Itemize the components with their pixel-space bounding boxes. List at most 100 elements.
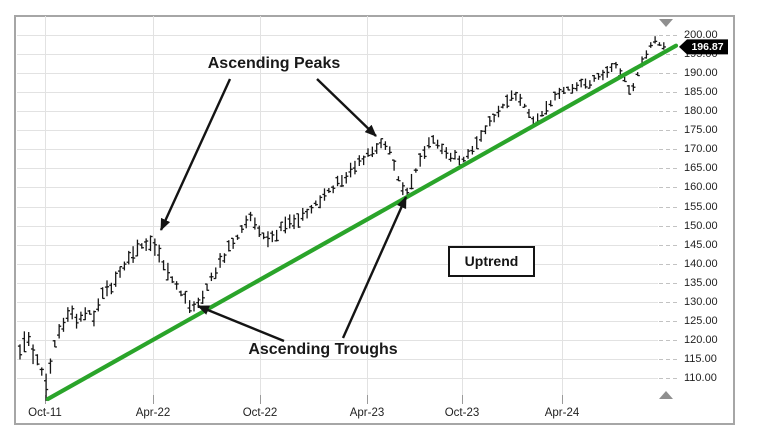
y-axis-tick-label: 130.00 [684,295,718,308]
ohlc-bar [509,90,514,101]
ohlc-bar [157,244,162,263]
ohlc-bar [400,182,405,196]
ohlc-bar [226,240,231,252]
y-axis-tick-label: 170.00 [684,143,718,156]
annotation-arrow [341,196,408,339]
ohlc-bar [165,262,170,281]
ohlc-bar [600,69,605,81]
ohlc-bar [583,78,588,89]
ohlc-bar [22,331,27,353]
ohlc-bar [270,230,275,243]
ohlc-bar [339,175,344,187]
ohlc-bar [187,300,192,314]
ohlc-bar [470,145,475,155]
ohlc-bar [87,310,92,315]
y-axis-tick-label: 135.00 [684,276,718,289]
ohlc-bar [235,234,240,240]
ohlc-bar [452,150,458,160]
ohlc-bar [361,155,366,166]
ohlc-bar [505,94,510,109]
ohlc-bar [357,155,362,166]
ohlc-bar [444,147,449,159]
ohlc-bar [448,152,453,162]
ohlc-bar [457,155,462,166]
chart-frame [14,15,735,425]
ohlc-bar [409,173,414,190]
ohlc-bar [483,125,488,135]
ohlc-bar [61,317,66,332]
ohlc-bar [496,105,501,118]
y-axis-tick-label: 180.00 [684,105,718,118]
ohlc-bar [487,116,492,127]
ohlc-bar [231,237,236,249]
ohlc-bar [278,221,284,232]
y-axis-tick-label: 125.00 [684,314,718,327]
ohlc-bar [566,86,571,91]
annotation-ascending-troughs: Ascending Troughs [248,341,398,358]
ohlc-bar [274,229,279,242]
axis-nav-arrows [659,19,673,399]
x-axis-tick-label: Oct-23 [444,407,480,419]
ohlc-bar [17,344,23,360]
uptrend-label-box: Uptrend [448,246,535,277]
annotation-arrow [197,304,285,343]
ohlc-bar [305,208,310,219]
ohlc-bar [387,146,392,155]
ohlc-bar [100,287,105,300]
y-axis-tick-label: 200.00 [684,29,718,41]
y-axis-tick-label: 145.00 [684,238,718,251]
ohlc-bar [248,211,253,222]
y-axis-tick-label: 155.00 [684,200,718,213]
ohlc-bar [78,311,83,322]
ohlc-bar [613,61,619,69]
ohlc-bar [518,93,523,106]
ohlc-bar [579,78,584,88]
ohlc-bar [57,324,62,339]
ohlc-bar [178,290,184,297]
ohlc-bar [122,261,127,271]
uptrend-trendline [45,43,679,402]
ohlc-bar [318,195,323,209]
ohlc-bar [91,310,97,327]
ohlc-bar [144,238,149,251]
ohlc-bar [322,188,327,201]
ohlc-bar [418,153,423,167]
ohlc-bar [291,214,297,230]
ohlc-bar [557,87,562,99]
ohlc-bar [522,103,527,108]
ohlc-bar [526,108,532,119]
x-axis-tick-label: Apr-24 [544,407,580,419]
y-axis-tick-label: 190.00 [684,67,718,80]
ohlc-bar [135,239,140,257]
ohlc-bar [191,301,197,312]
y-axis-tick-label: 165.00 [684,162,718,175]
ohlc-bar [48,358,53,374]
ohlc-bar [513,91,518,101]
ohlc-bar [200,290,205,304]
ohlc-bar [544,100,549,115]
ohlc-bar [148,235,153,252]
scroll-down-icon[interactable] [659,391,673,399]
y-axis-tick-label: 120.00 [684,333,718,346]
scroll-up-icon[interactable] [659,19,673,27]
ohlc-bar [131,246,136,263]
ohlc-bar [174,281,179,290]
ohlc-bar [39,367,44,376]
ohlc-bar [170,276,175,283]
price-tag-value: 196.87 [691,41,723,53]
ohlc-bar [539,110,545,117]
ohlc-bar [587,80,592,89]
ohlc-bar [479,130,484,142]
x-axis-tick-label: Oct-22 [242,407,278,419]
ohlc-bar [96,298,101,312]
ohlc-bar [209,272,214,282]
ohlc-bar [35,354,40,366]
annotation-ascending-peaks: Ascending Peaks [207,55,341,72]
ohlc-bar [474,136,479,150]
annotation-arrow [159,78,232,231]
ohlc-bar [574,82,579,92]
ohlc-bar [435,139,440,149]
x-axis-tick-label: Oct-11 [28,407,62,419]
